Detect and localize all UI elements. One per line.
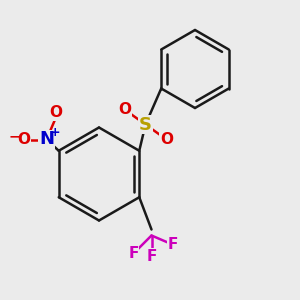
Text: O: O: [118, 102, 131, 117]
Text: N: N: [39, 130, 54, 148]
Text: −: −: [8, 130, 20, 143]
Text: F: F: [167, 237, 178, 252]
Text: O: O: [49, 105, 62, 120]
Text: O: O: [17, 132, 31, 147]
Text: F: F: [128, 246, 139, 261]
Text: F: F: [146, 249, 157, 264]
Text: +: +: [50, 126, 60, 140]
Text: O: O: [160, 132, 173, 147]
Text: S: S: [139, 116, 152, 134]
